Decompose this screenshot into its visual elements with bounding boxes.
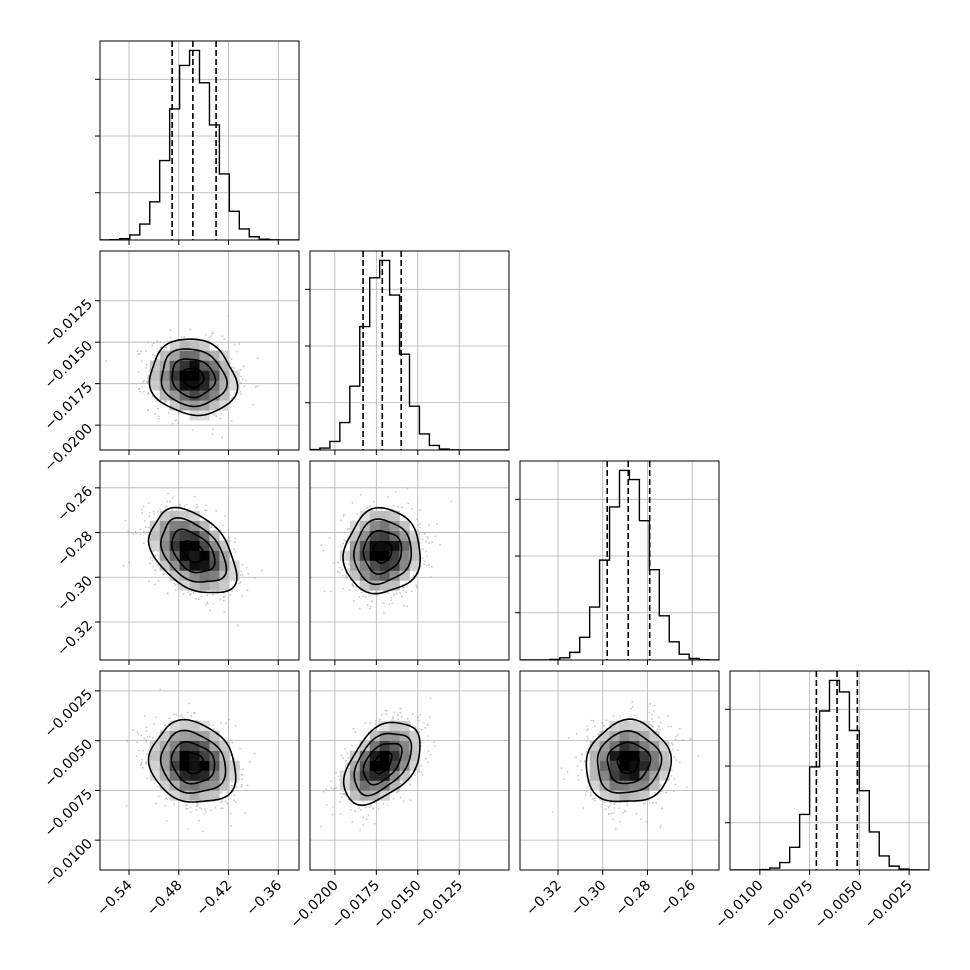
y-tick-label: −0.0050 [42, 736, 96, 790]
histogram-step [100, 49, 299, 240]
panel-frame [729, 670, 930, 871]
samples [122, 492, 263, 627]
x-tick-label: −0.0100 [712, 878, 766, 932]
y-tick-label: −0.0025 [42, 687, 96, 741]
scatter-panel-3-0: −0.0100−0.0075−0.0050−0.0025−0.54 −0.48 −0… [42, 670, 300, 920]
contour-1 [371, 752, 393, 775]
x-tick-label: −0.36 [243, 877, 285, 919]
contour-3 [596, 729, 663, 794]
x-tick-label: −0.28 [613, 878, 655, 920]
x-tick-label: −0.54 [94, 877, 136, 919]
contour-3 [159, 729, 227, 794]
y-tick-label: −0.32 [54, 618, 96, 660]
x-tick-label: −0.26 [657, 877, 699, 919]
samples [125, 688, 256, 833]
x-tick-label: −0.0025 [862, 878, 916, 932]
histogram-step [520, 469, 719, 660]
contour-3 [353, 518, 413, 586]
histogram-panel-2 [515, 460, 720, 665]
scatter-panel-3-2: −0.32 −0.30 −0.28 −0.26 [519, 670, 720, 920]
contour-4 [147, 506, 238, 594]
panel-frame [99, 40, 300, 241]
contour-1 [181, 367, 205, 389]
panel-frame [309, 670, 510, 871]
x-tick-label: −0.30 [568, 878, 610, 920]
contour-3 [160, 348, 229, 408]
y-tick-label: −0.0075 [42, 786, 96, 840]
contour-2 [170, 740, 216, 785]
contour-2 [170, 528, 216, 574]
y-tick-label: −0.30 [54, 573, 96, 615]
contour-4 [585, 718, 673, 803]
panel-frame [99, 250, 300, 451]
y-tick-label: −0.28 [54, 528, 96, 570]
contour-3 [353, 732, 413, 797]
x-tick-label: −0.32 [523, 878, 565, 920]
histogram-panel-1 [305, 250, 510, 455]
histogram-panel-3: −0.0100−0.0075−0.0050−0.0025 [712, 670, 930, 932]
contour-1 [181, 540, 205, 564]
contour-2 [362, 529, 403, 575]
contour-4 [342, 721, 421, 807]
panel-frame [519, 460, 720, 661]
scatter-panel-1-0: −0.0200−0.0175−0.0150−0.0125 [42, 250, 300, 475]
samples [320, 697, 437, 832]
contour-4 [342, 506, 422, 595]
panel-frame [99, 670, 300, 871]
panel-frame [519, 670, 720, 871]
contour-2 [362, 742, 403, 786]
x-tick-label: −0.0075 [762, 878, 816, 932]
histogram-panel-0 [95, 40, 300, 245]
contour-2 [606, 741, 652, 785]
panel-frame [99, 460, 300, 661]
scatter-panel-2-0: −0.32−0.30−0.28−0.26 [54, 460, 300, 665]
x-tick-label: −0.42 [194, 878, 236, 920]
y-tick-label: −0.26 [54, 483, 96, 525]
contour-1 [616, 751, 641, 775]
panel-frame [309, 250, 510, 451]
contour-4 [148, 338, 239, 417]
samples [104, 314, 259, 450]
contour-1 [180, 751, 205, 775]
contour-3 [159, 516, 228, 583]
contour-2 [171, 358, 217, 399]
x-tick-label: −0.0050 [812, 878, 866, 932]
panel-frame [309, 460, 510, 661]
scatter-panel-3-1: −0.0200−0.0175−0.0150−0.0125 [287, 670, 510, 932]
y-tick-label: −0.0100 [42, 836, 96, 890]
x-tick-label: −0.48 [144, 878, 186, 920]
contour-4 [147, 718, 237, 803]
samples [552, 701, 700, 830]
contour-1 [371, 540, 393, 564]
samples [320, 487, 453, 615]
scatter-panel-2-1 [309, 460, 510, 665]
histogram-step [310, 259, 509, 450]
